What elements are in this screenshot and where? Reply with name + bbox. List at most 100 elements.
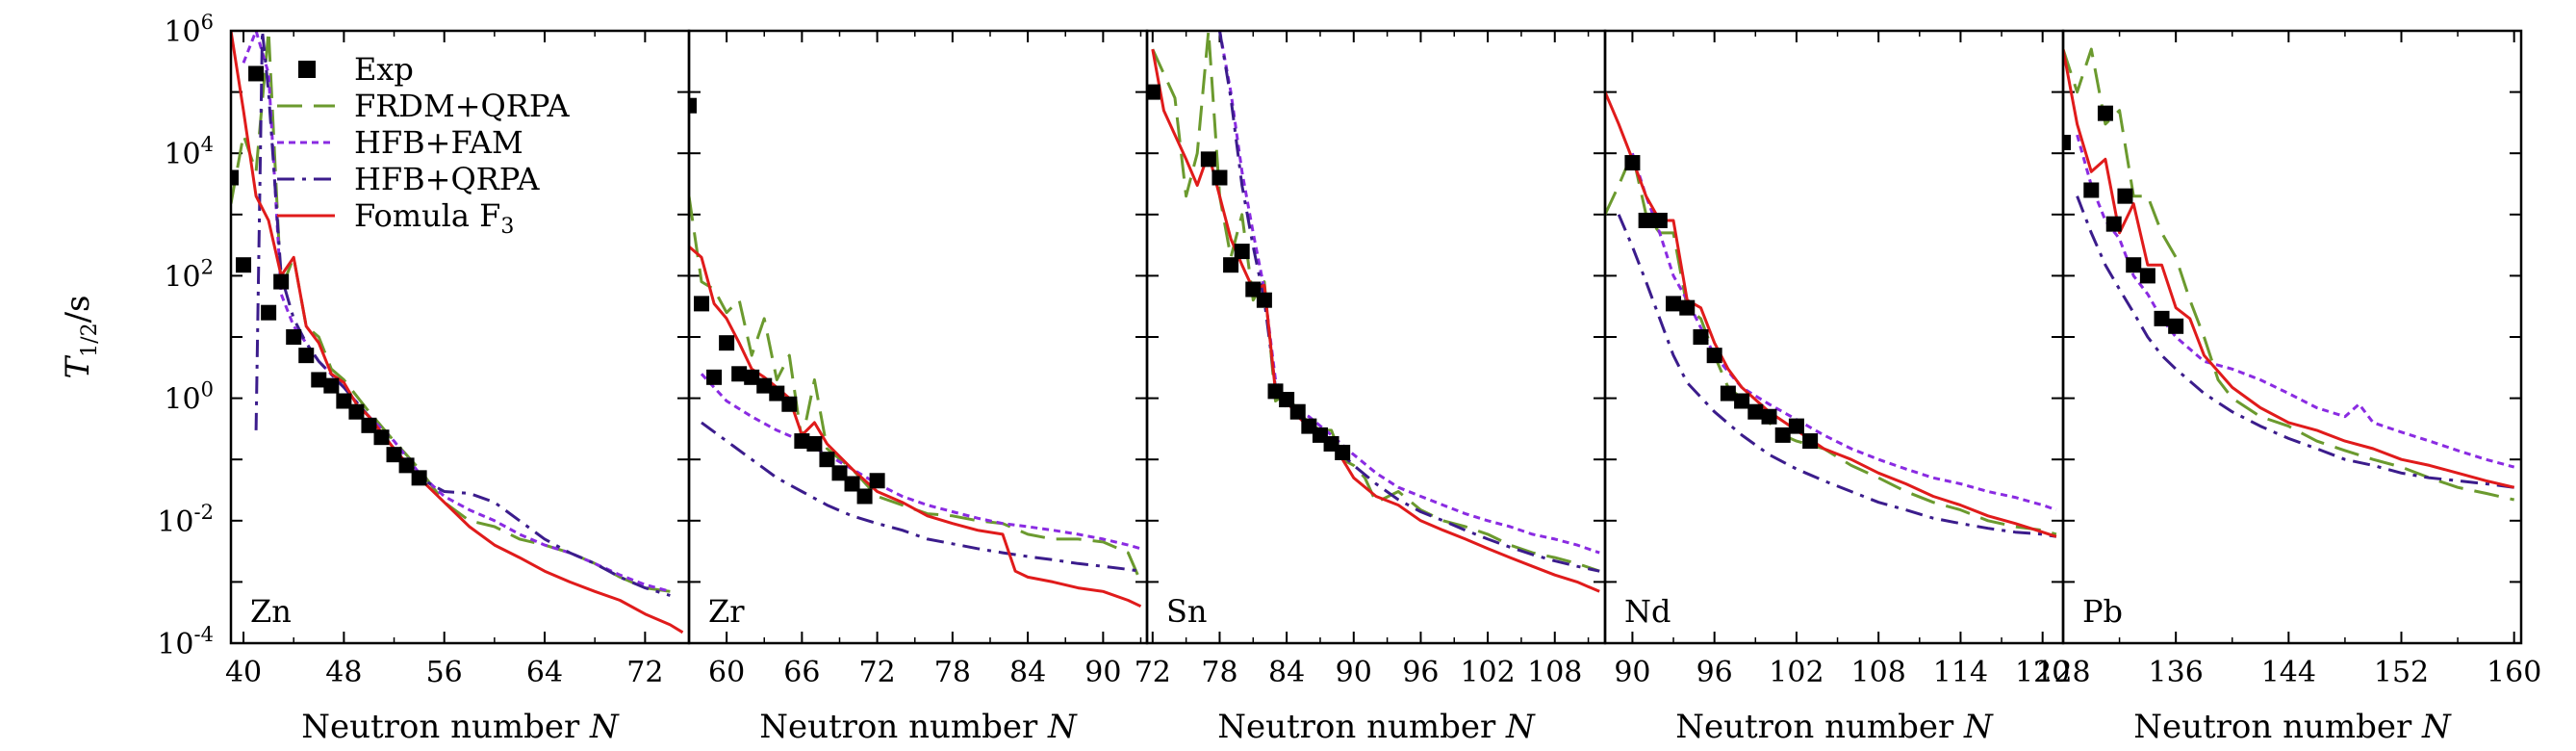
exp-data-point <box>1147 84 1160 100</box>
exp-data-point <box>231 169 239 186</box>
y-axis-title: T1/2/s <box>59 296 102 379</box>
y-tick-label: 106 <box>164 11 214 49</box>
x-tick-label: 78 <box>1201 656 1237 689</box>
x-tick-label: 84 <box>1009 656 1046 689</box>
x-tick-label: 96 <box>1696 656 1733 689</box>
series-line-hfb-fam <box>2076 134 2515 469</box>
exp-data-point <box>756 377 773 394</box>
exp-data-point <box>1802 433 1819 450</box>
exp-data-point <box>869 473 885 489</box>
x-tick-label: 90 <box>1084 656 1121 689</box>
panel-label: Zr <box>708 593 745 630</box>
plot-area <box>2063 47 2515 502</box>
exp-data-point <box>273 273 290 290</box>
exp-data-point <box>769 385 785 401</box>
x-tick-label: 72 <box>626 656 663 689</box>
x-tick-label: 90 <box>1336 656 1372 689</box>
exp-data-point <box>261 304 277 321</box>
exp-data-point <box>781 396 798 412</box>
legend-label: Fomula F3 <box>354 197 514 239</box>
legend-label: Exp <box>354 51 414 88</box>
exp-data-point <box>2063 135 2071 151</box>
series-line-hfb-fam <box>700 373 1141 551</box>
exp-data-point <box>694 296 710 312</box>
exp-data-point <box>236 257 252 273</box>
x-tick-label: 102 <box>1460 656 1515 689</box>
exp-data-point <box>744 369 760 385</box>
series-line-fomula-f3 <box>1605 91 2057 538</box>
x-tick-label: 40 <box>225 656 262 689</box>
exp-data-point <box>361 417 377 433</box>
exp-data-point <box>1256 292 1272 308</box>
exp-data-point <box>1761 408 1777 425</box>
legend-label: HFB+QRPA <box>354 161 540 197</box>
series-line-hfb-qrpa <box>1617 214 2057 538</box>
panel-sn: 72 78 84 90 96 102 108 Neutron number N Sn <box>1135 29 1607 746</box>
exp-data-point <box>831 465 848 481</box>
exp-data-point <box>1774 427 1791 443</box>
x-tick-label: 108 <box>1851 656 1906 689</box>
x-tick-label: 60 <box>708 656 745 689</box>
exp-data-point <box>323 377 340 394</box>
y-tick-label: 10-2 <box>157 501 214 539</box>
series-line-fomula-f3 <box>689 245 1142 609</box>
exp-data-point <box>286 329 302 345</box>
series-line-fomula-f3 <box>2063 48 2515 489</box>
exp-data-point <box>1200 151 1216 168</box>
exp-data-point <box>1679 299 1696 316</box>
exp-data-point <box>373 429 390 446</box>
exp-data-point <box>398 457 415 474</box>
x-axis-title: Neutron number N <box>1217 708 1536 746</box>
exp-data-point <box>1651 212 1668 228</box>
legend-label: FRDM+QRPA <box>354 88 570 124</box>
series-line-frdm-qrpa <box>2063 47 2515 502</box>
exp-data-point <box>1638 212 1654 228</box>
series-line-frdm-qrpa <box>1605 151 2057 536</box>
exp-data-point <box>2168 318 2184 334</box>
exp-data-point <box>1624 155 1641 171</box>
exp-data-point <box>2126 257 2142 273</box>
exp-data-point <box>689 97 697 114</box>
panel-label: Nd <box>1624 593 1671 630</box>
x-tick-label: 48 <box>325 656 362 689</box>
x-tick-label: 72 <box>1135 656 1171 689</box>
exp-data-point <box>2105 216 2122 232</box>
plot-area <box>689 97 1142 609</box>
x-tick-label: 128 <box>2035 656 2090 689</box>
x-tick-label: 56 <box>426 656 463 689</box>
exp-data-point <box>719 335 735 351</box>
exp-data-point <box>2154 310 2170 326</box>
exp-data-point <box>386 447 402 463</box>
plot-area <box>231 31 684 634</box>
exp-data-point <box>2083 182 2100 198</box>
exp-data-point <box>856 488 873 505</box>
x-axis-title: Neutron number N <box>1675 708 1994 746</box>
x-tick-label: 136 <box>2149 656 2204 689</box>
series-line-fomula-f3 <box>1151 48 1600 593</box>
panel-frame <box>2061 29 2523 645</box>
x-tick-label: 114 <box>1933 656 1988 689</box>
series-line-hfb-fam <box>1218 31 1600 555</box>
exp-data-point <box>1279 392 1295 408</box>
exp-data-point <box>348 403 365 420</box>
x-tick-label: 66 <box>783 656 820 689</box>
exp-data-point <box>794 433 810 450</box>
exp-data-point <box>248 65 265 82</box>
exp-data-point <box>411 470 427 486</box>
x-axis-title: Neutron number N <box>301 708 620 746</box>
x-tick-label: 64 <box>526 656 563 689</box>
exp-data-point <box>336 393 352 409</box>
series-line-hfb-qrpa <box>1218 31 1600 573</box>
legend-marker-exp <box>298 61 316 78</box>
exp-data-point <box>1211 169 1228 186</box>
exp-data-point <box>1706 348 1722 364</box>
x-tick-label: 96 <box>1402 656 1439 689</box>
exp-data-point <box>2117 188 2133 204</box>
x-tick-label: 84 <box>1268 656 1305 689</box>
exp-data-point <box>1747 403 1764 420</box>
y-tick-label: 104 <box>164 133 214 171</box>
exp-data-point <box>1335 444 1351 460</box>
x-tick-label: 78 <box>934 656 971 689</box>
x-tick-label: 108 <box>1527 656 1582 689</box>
